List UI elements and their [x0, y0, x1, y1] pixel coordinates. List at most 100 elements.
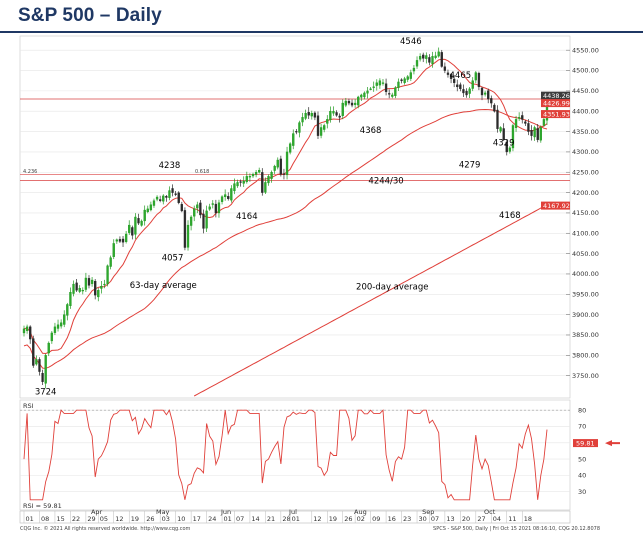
candle-body — [279, 158, 283, 175]
candle — [533, 125, 536, 141]
candle — [220, 195, 224, 205]
hline-fib-extension-label: 4.236 — [23, 169, 37, 175]
candle — [468, 86, 471, 98]
time-axis-strip — [19, 510, 571, 524]
candle — [59, 319, 63, 329]
candle — [344, 97, 348, 108]
page-title: S&P 500 – Daily — [18, 5, 162, 26]
candle-body — [121, 238, 125, 243]
candle-body — [456, 84, 459, 88]
candle-body — [112, 243, 115, 257]
candle-body — [35, 359, 38, 365]
candle-body — [422, 54, 425, 59]
candle — [462, 84, 465, 97]
candle — [505, 139, 508, 156]
price-tick-label: 3900.00 — [572, 311, 599, 319]
chart-annotation: 63-day average — [130, 281, 197, 291]
day-label: 03 — [162, 515, 170, 523]
candle-body — [431, 56, 434, 64]
candle-body — [183, 210, 187, 248]
rsi-tick-label: 40 — [578, 472, 586, 480]
candle-body — [186, 224, 190, 248]
candle-body — [149, 204, 153, 211]
candle-body — [137, 218, 140, 224]
candle — [84, 272, 88, 293]
price-tick-label: 4250.00 — [572, 168, 599, 176]
candle — [471, 77, 474, 92]
candle — [162, 194, 165, 205]
candle — [443, 62, 447, 74]
candle — [214, 199, 218, 218]
candle — [251, 172, 255, 178]
candle — [50, 330, 54, 344]
candle-body — [391, 94, 394, 97]
day-label: 11 — [508, 515, 516, 523]
rsi-gridlines — [20, 409, 570, 492]
candle — [261, 168, 264, 196]
price-tick-label: 3750.00 — [572, 372, 599, 380]
copyright-footer: CQG Inc. © 2021 All rights reserved worl… — [20, 525, 191, 532]
candle-body — [56, 324, 60, 329]
candle — [313, 111, 317, 121]
candle-body — [230, 188, 233, 201]
candle — [511, 123, 515, 152]
ma-short-line — [23, 58, 548, 355]
candle — [474, 70, 477, 84]
candle — [208, 203, 211, 211]
candle — [341, 99, 344, 120]
price-panel — [19, 35, 571, 399]
candle-body — [394, 87, 397, 97]
chart-annotation: 4164 — [236, 212, 258, 222]
candle-body — [338, 115, 341, 118]
candle-body — [242, 180, 245, 184]
candle — [353, 99, 357, 108]
candle-body — [75, 282, 78, 291]
day-label: 17 — [193, 515, 201, 523]
candle — [363, 91, 366, 100]
candle-body — [29, 326, 32, 340]
candle — [236, 179, 239, 188]
candle-body — [180, 204, 183, 212]
candle-body — [301, 117, 304, 123]
candle — [508, 146, 512, 154]
candle-body — [239, 181, 242, 183]
rsi-tick-label: 50 — [578, 455, 586, 463]
candle — [193, 205, 196, 222]
candle — [524, 119, 527, 126]
candle — [301, 112, 304, 127]
candle — [134, 213, 137, 240]
candle — [205, 205, 208, 232]
candle — [514, 115, 518, 132]
candle — [499, 126, 502, 134]
candle — [456, 79, 459, 92]
day-label: 01 — [26, 515, 34, 523]
candle-body — [189, 216, 193, 226]
rsi-footer-value: RSI = 59.81 — [23, 502, 62, 510]
candle-body — [146, 208, 149, 213]
month-label: May — [156, 508, 170, 516]
candle-body — [462, 89, 465, 94]
month-label: Sep — [422, 508, 434, 516]
candle — [477, 71, 481, 91]
chart-annotation: 4244/30 — [368, 177, 403, 187]
day-label: 24 — [208, 515, 216, 523]
rsi-tick-label: 70 — [578, 423, 586, 431]
candle-body — [406, 76, 409, 80]
candle-body — [468, 88, 471, 94]
candle-body — [490, 98, 493, 104]
day-label: 12 — [115, 515, 123, 523]
day-label: 18 — [524, 515, 532, 523]
day-label: 19 — [329, 515, 337, 523]
candle — [199, 199, 202, 219]
candle-body — [202, 213, 205, 229]
candle — [400, 78, 403, 84]
candle — [397, 78, 400, 92]
candle — [217, 199, 221, 218]
candle — [298, 120, 301, 138]
price-tick-label: 4150.00 — [572, 209, 599, 217]
candle-body — [527, 123, 530, 132]
candle — [202, 209, 205, 234]
candle — [159, 195, 162, 203]
candle — [121, 235, 125, 247]
candle — [264, 177, 267, 194]
